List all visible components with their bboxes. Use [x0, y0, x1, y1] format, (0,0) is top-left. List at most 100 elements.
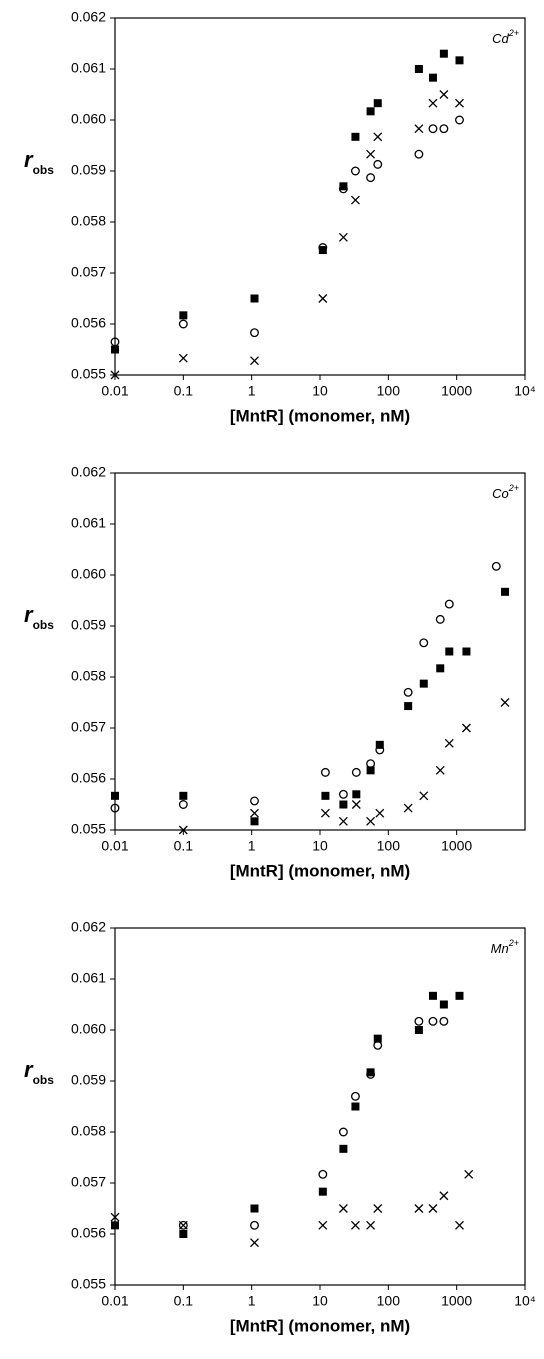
circle-marker: [414, 1016, 424, 1026]
annotation: Mn2+: [491, 938, 519, 956]
x-tick-label: 0.1: [174, 838, 194, 854]
square-marker: [318, 246, 327, 255]
circle-marker: [366, 173, 376, 183]
square-marker: [366, 766, 375, 775]
square-marker: [179, 791, 188, 800]
y-axis-title: robs: [24, 1057, 54, 1087]
circle-marker: [439, 1016, 449, 1026]
y-tick-label: 0.055: [71, 821, 106, 837]
square-marker: [250, 1204, 259, 1213]
circle-marker: [338, 1127, 348, 1137]
cross-marker: [375, 808, 385, 818]
y-axis-title-sub: obs: [33, 163, 55, 177]
cross-marker: [366, 816, 376, 826]
y-tick-label: 0.055: [71, 1276, 106, 1292]
circle-marker: [110, 803, 120, 813]
square-marker: [414, 65, 423, 73]
cross-marker: [464, 1169, 474, 1179]
cross-marker: [419, 791, 429, 801]
x-axis-title: [MntR] (monomer, nM): [230, 861, 410, 880]
x-tick-label: 10⁴: [514, 383, 536, 399]
x-tick-label: 10⁴: [514, 1293, 536, 1309]
cross-marker: [320, 808, 330, 818]
cross-marker: [318, 294, 328, 303]
x-tick-label: 1: [248, 383, 256, 399]
cross-marker: [428, 98, 438, 108]
x-tick-label: 0.01: [101, 383, 128, 399]
y-axis-title-sub: obs: [33, 618, 55, 632]
y-tick-label: 0.056: [71, 1225, 106, 1241]
y-tick-label: 0.059: [71, 1072, 106, 1088]
x-tick-label: 1000: [441, 838, 472, 854]
cross-marker: [435, 765, 445, 775]
square-marker: [111, 791, 119, 800]
square-marker: [428, 991, 437, 1000]
y-tick-label: 0.060: [71, 111, 106, 127]
circle-marker: [373, 1040, 383, 1050]
y-tick-label: 0.062: [71, 464, 106, 480]
y-tick-label: 0.060: [71, 1021, 106, 1037]
x-tick-label: 100: [377, 1293, 401, 1309]
square-marker: [455, 56, 464, 65]
x-tick-label: 10: [312, 1293, 328, 1309]
square-marker: [339, 182, 348, 191]
square-marker: [111, 345, 119, 354]
circle-marker: [428, 1016, 438, 1026]
square-marker: [179, 311, 188, 320]
y-axis-title: robs: [24, 147, 54, 177]
y-tick-label: 0.055: [71, 366, 106, 382]
square-marker: [321, 791, 330, 800]
y-axis-title-sub: obs: [33, 1073, 55, 1087]
cross-marker: [351, 800, 361, 809]
circle-marker: [375, 745, 385, 755]
x-tick-label: 10: [312, 383, 328, 399]
x-tick-label: 1: [248, 838, 256, 854]
square-marker: [501, 587, 510, 596]
cross-marker: [414, 1204, 424, 1213]
circle-marker: [491, 561, 501, 571]
circle-marker: [455, 115, 464, 125]
y-tick-label: 0.056: [71, 770, 106, 786]
y-tick-label: 0.057: [71, 1174, 106, 1190]
circle-marker: [320, 767, 330, 777]
circle-marker: [439, 124, 449, 134]
x-tick-label: 10: [312, 838, 328, 854]
square-marker: [366, 107, 375, 116]
cross-marker: [366, 149, 376, 159]
cross-marker: [373, 132, 383, 142]
circle-marker: [178, 1220, 188, 1230]
square-marker: [373, 99, 382, 108]
annotation-sup: 2+: [508, 483, 519, 493]
square-marker: [179, 1230, 188, 1238]
square-marker: [404, 702, 413, 711]
y-tick-label: 0.057: [71, 719, 106, 735]
circle-marker: [351, 767, 361, 777]
x-tick-label: 0.1: [174, 383, 194, 399]
x-tick-label: 1: [248, 1293, 256, 1309]
annotation-sup: 2+: [508, 28, 519, 38]
chart-panel: 0.055 0.056 0.057 0.058 0.059 0.060 0.061 0.062…: [24, 9, 536, 426]
y-tick-label: 0.061: [71, 60, 106, 76]
circle-marker: [178, 319, 188, 329]
x-tick-label: 100: [377, 838, 401, 854]
x-tick-label: 100: [377, 383, 401, 399]
circle-marker: [419, 638, 429, 648]
square-marker: [375, 740, 384, 749]
y-tick-label: 0.057: [71, 264, 106, 280]
cross-marker: [338, 1204, 348, 1213]
annotation-sup: 2+: [508, 938, 519, 948]
cross-marker: [178, 1220, 188, 1230]
y-axis-title-main: r: [24, 1057, 34, 1082]
square-marker: [352, 790, 361, 799]
square-marker: [439, 49, 448, 58]
square-marker: [428, 73, 437, 82]
circle-marker: [414, 149, 424, 159]
square-marker: [339, 800, 348, 809]
square-marker: [250, 294, 259, 303]
circle-marker: [428, 124, 438, 134]
y-axis-title: robs: [24, 602, 54, 632]
y-tick-label: 0.058: [71, 1123, 106, 1139]
circle-marker: [403, 687, 413, 697]
square-marker: [445, 647, 454, 656]
